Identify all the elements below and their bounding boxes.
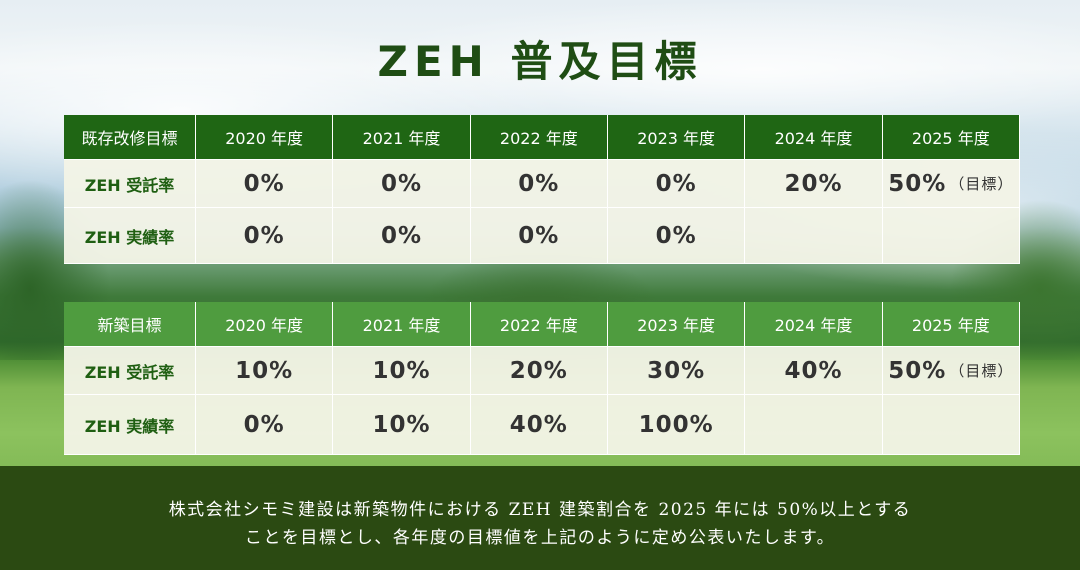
table-cell xyxy=(745,208,883,264)
row-label: ZEH 実績率 xyxy=(64,208,196,264)
table-cell xyxy=(745,395,883,455)
table-cell-target: 50% （目標） xyxy=(882,160,1020,208)
target-tag: （目標） xyxy=(949,175,1014,193)
new-construction-table: 新築目標 2020 年度 2021 年度 2022 年度 2023 年度 202… xyxy=(64,302,1020,455)
existing-renovation-table: 既存改修目標 2020 年度 2021 年度 2022 年度 2023 年度 2… xyxy=(64,115,1020,264)
table-cell: 40% xyxy=(470,395,608,455)
row-label: ZEH 受託率 xyxy=(64,160,196,208)
row-label: ZEH 受託率 xyxy=(64,347,196,395)
year-header: 2024 年度 xyxy=(745,115,883,160)
year-header: 2023 年度 xyxy=(607,302,746,347)
footer-statement: 株式会社シモミ建設は新築物件における ZEH 建築割合を 2025 年には 50… xyxy=(0,496,1080,552)
table-cell: 0% xyxy=(196,160,334,208)
table-cell: 0% xyxy=(607,208,746,264)
target-value: 50% xyxy=(888,170,947,197)
year-header: 2022 年度 xyxy=(470,302,608,347)
row-label: ZEH 実績率 xyxy=(64,395,196,455)
table-label: 既存改修目標 xyxy=(64,115,196,160)
table-cell: 0% xyxy=(470,208,608,264)
year-header: 2021 年度 xyxy=(333,115,471,160)
table-cell: 0% xyxy=(333,208,471,264)
table-cell: 0% xyxy=(196,395,334,455)
table-cell: 30% xyxy=(607,347,746,395)
table-label: 新築目標 xyxy=(64,302,196,347)
year-header: 2020 年度 xyxy=(196,115,334,160)
target-value: 50% xyxy=(888,357,947,384)
table-cell xyxy=(882,208,1020,264)
table-cell: 10% xyxy=(333,347,471,395)
target-tag: （目標） xyxy=(949,362,1014,380)
table-cell: 0% xyxy=(607,160,746,208)
year-header: 2022 年度 xyxy=(470,115,608,160)
table-cell: 0% xyxy=(470,160,608,208)
footer-band: 株式会社シモミ建設は新築物件における ZEH 建築割合を 2025 年には 50… xyxy=(0,466,1080,570)
table-cell: 20% xyxy=(745,160,883,208)
table-cell: 0% xyxy=(333,160,471,208)
year-header: 2025 年度 xyxy=(882,302,1020,347)
table-cell: 100% xyxy=(607,395,746,455)
year-header: 2023 年度 xyxy=(607,115,746,160)
table-cell: 10% xyxy=(333,395,471,455)
footer-line-1: 株式会社シモミ建設は新築物件における ZEH 建築割合を 2025 年には 50… xyxy=(168,500,912,520)
table-cell-target: 50% （目標） xyxy=(882,347,1020,395)
table-cell: 40% xyxy=(745,347,883,395)
footer-line-2: ことを目標とし、各年度の目標値を上記のように定め公表いたします。 xyxy=(244,528,836,548)
page-title: ZEH 普及目標 xyxy=(377,37,703,86)
table-cell: 20% xyxy=(470,347,608,395)
year-header: 2024 年度 xyxy=(745,302,883,347)
year-header: 2025 年度 xyxy=(882,115,1020,160)
year-header: 2021 年度 xyxy=(333,302,471,347)
year-header: 2020 年度 xyxy=(196,302,334,347)
table-cell: 0% xyxy=(196,208,334,264)
table-cell: 10% xyxy=(196,347,334,395)
table-cell xyxy=(882,395,1020,455)
